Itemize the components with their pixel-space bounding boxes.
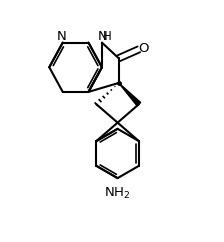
Text: N: N [98,30,108,44]
Text: H: H [103,30,112,44]
Text: N: N [57,30,67,44]
Text: O: O [139,42,149,55]
Polygon shape [119,83,141,106]
Text: NH$_2$: NH$_2$ [104,186,131,201]
